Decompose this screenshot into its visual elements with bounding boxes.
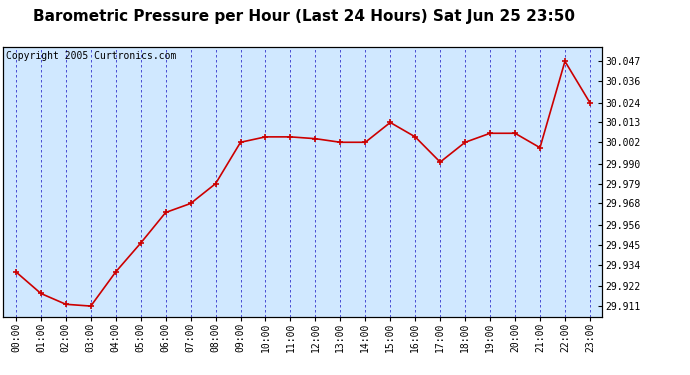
Text: Copyright 2005 Curtronics.com: Copyright 2005 Curtronics.com [6, 51, 177, 61]
Text: Barometric Pressure per Hour (Last 24 Hours) Sat Jun 25 23:50: Barometric Pressure per Hour (Last 24 Ho… [32, 9, 575, 24]
